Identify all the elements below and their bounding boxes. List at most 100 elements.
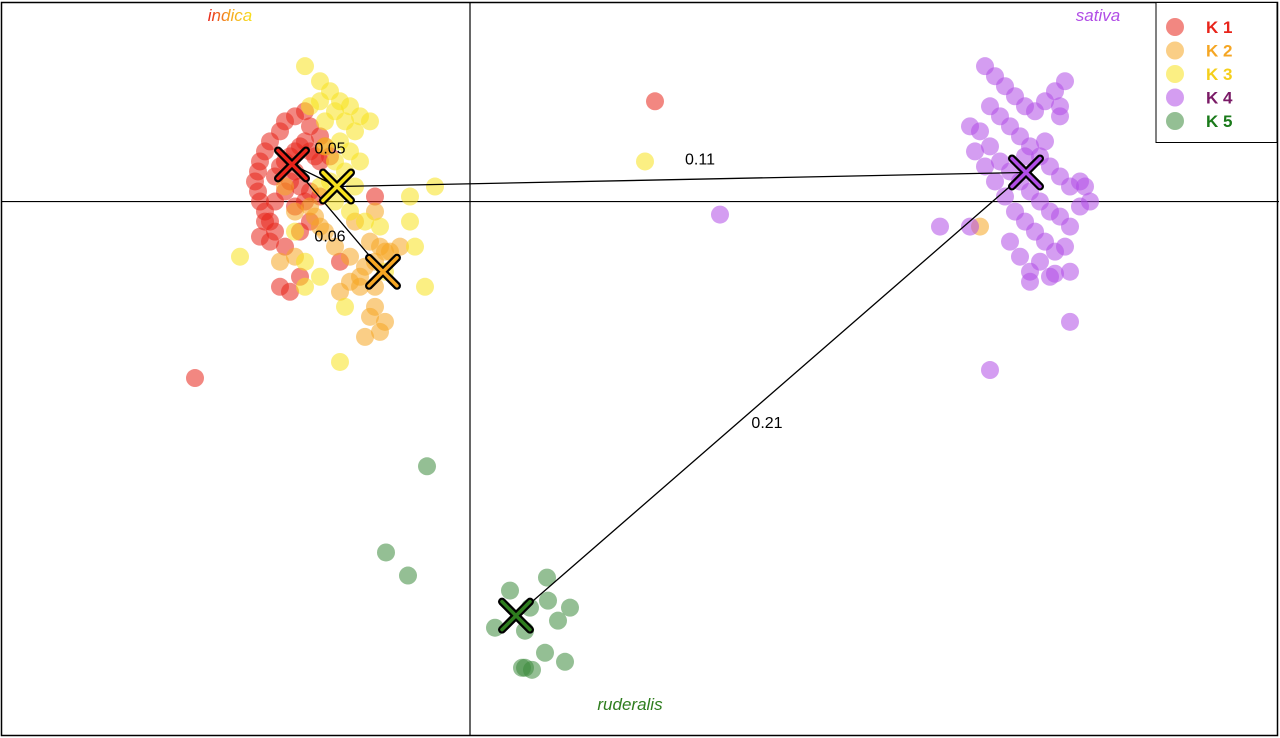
data-point (1076, 177, 1094, 196)
data-point (1061, 262, 1079, 281)
data-point (1011, 247, 1029, 266)
data-point (636, 152, 654, 171)
distance-line (336, 171, 1027, 188)
data-point (331, 282, 349, 301)
legend-swatch (1166, 18, 1184, 36)
legend-item: K 3 (1166, 65, 1232, 84)
data-point (281, 282, 299, 301)
group-labels: indica sativa ruderalis (208, 6, 1120, 714)
distance-links (291, 163, 1027, 617)
data-point (331, 352, 349, 371)
centroid-stroke (367, 255, 399, 288)
centroid-stroke (321, 170, 353, 203)
series-k3 (231, 57, 654, 371)
centroid-marker (365, 253, 401, 290)
data-point (501, 581, 519, 600)
data-point (341, 202, 359, 221)
data-point (981, 361, 999, 380)
data-point (1056, 72, 1074, 91)
data-point (336, 297, 354, 316)
centroid-marker (274, 146, 310, 183)
data-point (961, 217, 979, 236)
data-point (231, 247, 249, 266)
data-point (536, 643, 554, 662)
legend-label: K 4 (1206, 89, 1233, 108)
series-k4 (711, 57, 1099, 380)
data-point (356, 327, 374, 346)
data-point (931, 217, 949, 236)
data-point (186, 369, 204, 388)
data-point (1051, 107, 1069, 126)
centroid-stroke (276, 148, 308, 181)
centroid-markers (274, 146, 1044, 634)
data-point (316, 112, 334, 131)
data-point (1016, 147, 1034, 166)
data-point (356, 212, 374, 231)
data-point (711, 205, 729, 224)
data-point (399, 566, 417, 585)
distance-line (515, 171, 1027, 617)
data-point (646, 92, 664, 111)
data-point (418, 457, 436, 476)
data-point (1046, 264, 1064, 283)
data-point (311, 267, 329, 286)
data-point (301, 97, 319, 116)
points-layer (186, 57, 1099, 679)
data-point (539, 591, 557, 610)
distance-label: 0.06 (314, 229, 345, 246)
centroid-marker (1008, 154, 1044, 191)
data-point (401, 187, 419, 206)
legend-item: K 5 (1166, 112, 1232, 131)
distance-line (291, 164, 384, 273)
data-point (1036, 132, 1054, 151)
data-point (996, 187, 1014, 206)
data-point (406, 237, 424, 256)
data-point (361, 232, 379, 251)
data-point (361, 307, 379, 326)
series-k1 (186, 92, 664, 388)
distance-label: 0.21 (751, 415, 782, 432)
data-point (1056, 237, 1074, 256)
centroid-stroke (1010, 156, 1042, 189)
data-point (986, 172, 1004, 191)
data-point (981, 137, 999, 156)
data-point (366, 187, 384, 206)
data-point (961, 117, 979, 136)
data-point (561, 598, 579, 617)
data-point (286, 202, 304, 221)
group-label-indica: indica (208, 6, 252, 25)
centroid-marker (498, 597, 534, 634)
legend-label: K 3 (1206, 65, 1232, 84)
legend-item: K 2 (1166, 41, 1232, 61)
data-point (426, 177, 444, 196)
data-point (1061, 217, 1079, 236)
legend-label: K 1 (1206, 18, 1232, 37)
data-point (371, 322, 389, 341)
data-point (296, 277, 314, 296)
data-point (401, 212, 419, 231)
data-point (266, 192, 284, 211)
legend-swatch (1166, 88, 1184, 107)
data-point (556, 652, 574, 671)
data-point (286, 222, 304, 241)
legend-swatch (1166, 41, 1184, 60)
distance-labels: 0.05 0.06 0.11 0.21 (314, 140, 782, 432)
distance-label: 0.05 (314, 140, 345, 157)
data-point (296, 252, 314, 271)
data-point (351, 152, 369, 171)
legend-swatch (1166, 65, 1184, 83)
data-point (1031, 252, 1049, 271)
data-point (276, 177, 294, 196)
data-point (256, 212, 274, 231)
data-point (538, 568, 556, 587)
legend-label: K 2 (1206, 42, 1232, 61)
data-point (311, 177, 329, 196)
data-point (371, 217, 389, 236)
group-label-ruderalis: ruderalis (597, 695, 663, 714)
data-point (416, 277, 434, 296)
group-label-sativa: sativa (1076, 6, 1120, 25)
data-point (966, 142, 984, 161)
legend-item: K 1 (1166, 18, 1232, 37)
